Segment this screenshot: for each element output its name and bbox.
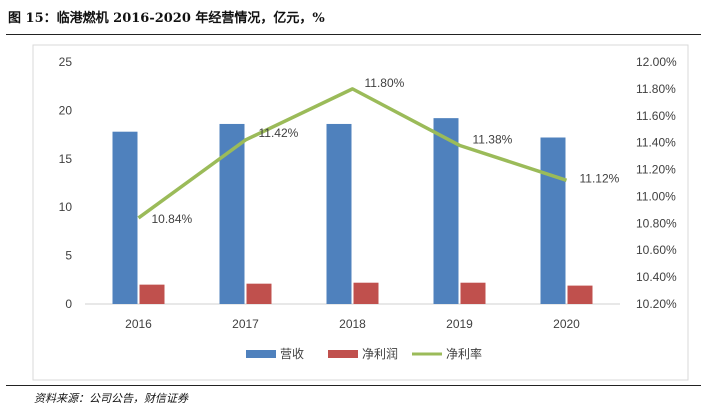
bar-net-profit	[567, 285, 593, 304]
left-axis-tick-label: 20	[59, 103, 73, 117]
x-axis-tick-label: 2020	[553, 317, 580, 331]
left-axis-tick-label: 10	[59, 200, 73, 214]
left-axis-tick-label: 0	[65, 297, 72, 311]
x-axis-tick-label: 2017	[232, 317, 259, 331]
net-margin-data-label: 11.12%	[580, 171, 620, 185]
x-axis-tick-label: 2018	[339, 317, 366, 331]
legend-label: 净利润	[362, 347, 398, 361]
right-axis-tick-label: 11.00%	[636, 189, 676, 203]
left-axis-tick-label: 15	[59, 152, 73, 166]
right-axis-tick-label: 10.40%	[636, 270, 677, 284]
legend-swatch	[328, 350, 358, 358]
right-axis-tick-label: 11.80%	[636, 82, 676, 96]
chart-border	[32, 44, 689, 381]
bar-revenue	[540, 137, 566, 304]
bar-revenue	[433, 118, 459, 304]
source-note: 资料来源：公司公告，财信证券	[34, 392, 188, 405]
bar-net-profit	[139, 284, 165, 304]
legend-label: 营收	[280, 347, 304, 361]
right-axis-tick-label: 11.20%	[636, 163, 676, 177]
right-axis-tick-label: 11.40%	[636, 136, 676, 150]
right-axis-tick-label: 10.60%	[636, 243, 677, 257]
net-margin-data-label: 11.42%	[259, 126, 299, 140]
net-margin-line	[137, 87, 568, 220]
x-axis-tick-label: 2019	[446, 317, 473, 331]
right-axis-tick-label: 10.20%	[636, 297, 677, 311]
source-rule	[6, 385, 701, 386]
bar-net-profit	[246, 283, 272, 304]
left-axis-tick-label: 25	[59, 55, 73, 69]
bar-net-profit	[353, 282, 379, 304]
bar-net-profit	[460, 282, 486, 304]
legend-swatch	[246, 350, 276, 358]
right-axis-tick-label: 10.80%	[636, 216, 677, 230]
title-rule	[6, 34, 701, 35]
right-axis-tick-label: 11.60%	[636, 109, 676, 123]
bar-revenue	[326, 123, 352, 305]
net-margin-data-label: 10.84%	[152, 212, 193, 226]
net-margin-data-label: 11.80%	[365, 76, 405, 90]
legend-label: 净利率	[446, 346, 482, 361]
right-axis-tick-label: 12.00%	[636, 55, 677, 69]
bar-revenue	[112, 131, 138, 304]
x-axis-tick-label: 2016	[125, 317, 152, 331]
left-axis-tick-label: 5	[65, 249, 72, 263]
net-margin-data-label: 11.38%	[473, 132, 513, 146]
figure-title: 图 15：临港燃机 2016-2020 年经营情况，亿元，%	[8, 11, 325, 26]
